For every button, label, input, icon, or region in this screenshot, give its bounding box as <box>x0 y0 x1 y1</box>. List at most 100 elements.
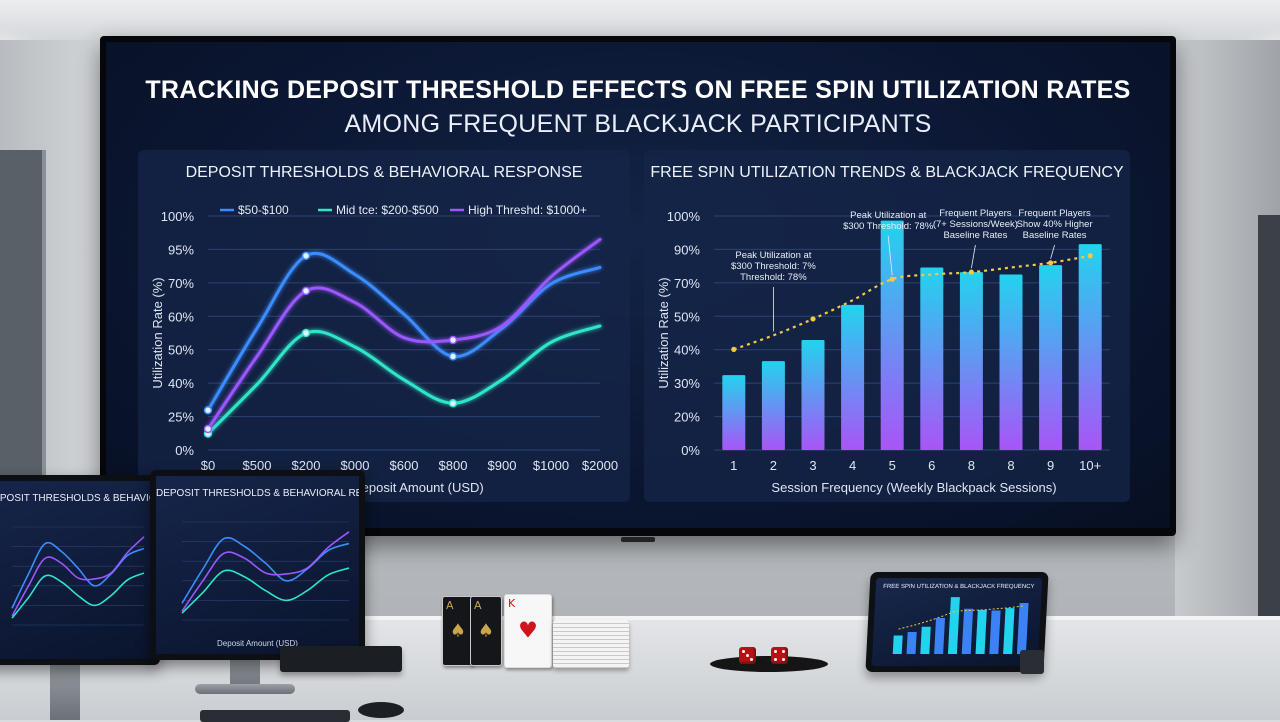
bar <box>801 340 825 450</box>
series-line <box>11 541 145 609</box>
bar <box>975 609 987 655</box>
x-tick-label: $800 <box>439 458 468 473</box>
annotation-text: Show 40% Higher <box>1017 219 1093 230</box>
playing-card: K ♥ <box>504 594 552 668</box>
x-tick-label: 10+ <box>1079 458 1101 473</box>
bar <box>1039 265 1063 450</box>
x-tick-label: $500 <box>243 458 272 473</box>
x-tick-label: $0 <box>201 458 215 473</box>
monitor-left-stand <box>50 660 80 720</box>
x-tick-label: $200 <box>292 458 321 473</box>
x-axis-label: Session Frequency (Weekly Blackpack Sess… <box>771 480 1056 495</box>
x-tick-label: 1 <box>730 458 737 473</box>
series-line <box>206 324 602 436</box>
bar <box>761 361 785 450</box>
trend-point <box>810 316 816 322</box>
annotation-text: Peak Utilization at <box>850 210 926 221</box>
bar <box>1016 602 1029 654</box>
annotation-text: $300 Threshold: 78% <box>843 221 934 232</box>
data-point <box>301 251 311 261</box>
legend-item: Mid tce: $200-$500 <box>318 203 439 217</box>
data-point <box>448 352 458 361</box>
y-tick-label: 90% <box>674 242 700 257</box>
x-tick-label: 9 <box>1047 458 1054 473</box>
monitor-left-chart <box>11 526 145 626</box>
monitor-right-chart <box>181 521 350 621</box>
x-tick-label: 6 <box>928 458 935 473</box>
monitor-left: DEPOSIT THRESHOLDS & BEHAVIORAL RESPONSE <box>0 475 160 665</box>
legend-label: High Threshd: $1000+ <box>468 203 587 217</box>
annotation-text: Threshold: 78% <box>740 272 807 283</box>
series-line <box>206 237 602 431</box>
annotation: Peak Utilization at$300 Threshold: 7%Thr… <box>731 250 816 332</box>
bar <box>722 375 746 450</box>
left-door <box>0 150 46 510</box>
y-tick-label: 70% <box>168 276 194 291</box>
bar <box>959 272 983 450</box>
bar <box>892 635 903 654</box>
x-tick-label: $000 <box>341 458 370 473</box>
series-line <box>181 567 350 614</box>
card-suit-icon: ♥ <box>518 618 538 644</box>
annotation-text: Frequent Players <box>939 208 1012 219</box>
main-subtitle: AMONG FREQUENT BLACKJACK PARTICIPANTS <box>344 110 932 138</box>
desk-edge <box>0 616 1280 622</box>
trend-point <box>731 346 737 352</box>
playing-card: A ♠ <box>442 596 474 666</box>
y-tick-label: 0% <box>175 443 194 458</box>
y-tick-label: 70% <box>674 276 700 291</box>
monitor-right-xlabel: Deposit Amount (USD) <box>217 639 298 648</box>
x-tick-label: 4 <box>849 458 856 473</box>
monitor-left-title: DEPOSIT THRESHOLDS & BEHAVIORAL RESPONSE <box>0 493 154 504</box>
data-point <box>203 424 213 434</box>
annotation-leader <box>1050 244 1055 259</box>
y-tick-label: 60% <box>168 309 194 324</box>
x-tick-label: 5 <box>889 458 896 473</box>
card-rank: A <box>446 599 454 612</box>
right-door <box>1258 215 1280 635</box>
x-tick-label: 8 <box>1007 458 1014 473</box>
bar-chart: 0% 20% 30% 40% 50% 70% 90% 100% Utilization Rate… <box>656 208 1110 495</box>
y-tick-label: 40% <box>168 376 194 391</box>
x-tick-label: $600 <box>390 458 419 473</box>
line-chart: 0% 25% 40% 50% 60% 70% 95% 100% $0 $500 $200 $000 $6… <box>150 203 618 495</box>
bar <box>1003 608 1015 654</box>
y-tick-label: 0% <box>681 443 700 458</box>
dice-tray <box>710 656 828 672</box>
keyboard[interactable] <box>200 710 350 722</box>
series-line <box>181 531 350 612</box>
annotation-text: Frequent Players <box>1018 208 1091 219</box>
right-wall <box>1175 40 1280 640</box>
series-line <box>206 252 602 412</box>
x-tick-label: 8 <box>968 458 975 473</box>
annotation-text: (7+ Sessions/Week) <box>933 219 1018 230</box>
card-deck <box>553 620 629 668</box>
series-line <box>11 536 145 617</box>
trend-point <box>1048 260 1054 266</box>
card-suit-icon: ♠ <box>477 620 495 642</box>
monitor-left-screen: DEPOSIT THRESHOLDS & BEHAVIORAL RESPONSE <box>0 481 154 659</box>
y-tick-label: 100% <box>667 209 701 224</box>
x-axis-label: Deposit Amount (USD) <box>352 480 484 495</box>
bar <box>1078 244 1102 450</box>
bar <box>999 274 1023 450</box>
monitor-right-title: DEPOSIT THRESHOLDS & BEHAVIORAL RESPONSE <box>156 488 359 499</box>
annotation-leader <box>887 235 893 276</box>
tablet-screen: FREE SPIN UTILIZATION & BLACKJACK FREQUE… <box>871 578 1043 666</box>
mouse[interactable] <box>358 702 404 718</box>
line-chart-panel: DEPOSIT THRESHOLDS & BEHAVIORAL RESPONSE… <box>138 150 630 502</box>
main-title: TRACKING DEPOSIT THRESHOLD EFFECTS ON FR… <box>145 76 1131 104</box>
die <box>771 647 788 664</box>
bar <box>934 618 946 654</box>
x-tick-label: 2 <box>770 458 777 473</box>
bar <box>947 597 960 654</box>
annotation-text: Peak Utilization at <box>735 250 811 261</box>
tablet: FREE SPIN UTILIZATION & BLACKJACK FREQUE… <box>865 572 1049 672</box>
bar <box>989 610 1001 654</box>
trend-line <box>898 605 1024 630</box>
tablet-stand <box>1020 650 1044 674</box>
legend-item: $50-$100 <box>220 203 289 217</box>
card-rank: K <box>508 597 516 610</box>
bar <box>841 304 865 450</box>
data-point <box>448 398 458 408</box>
